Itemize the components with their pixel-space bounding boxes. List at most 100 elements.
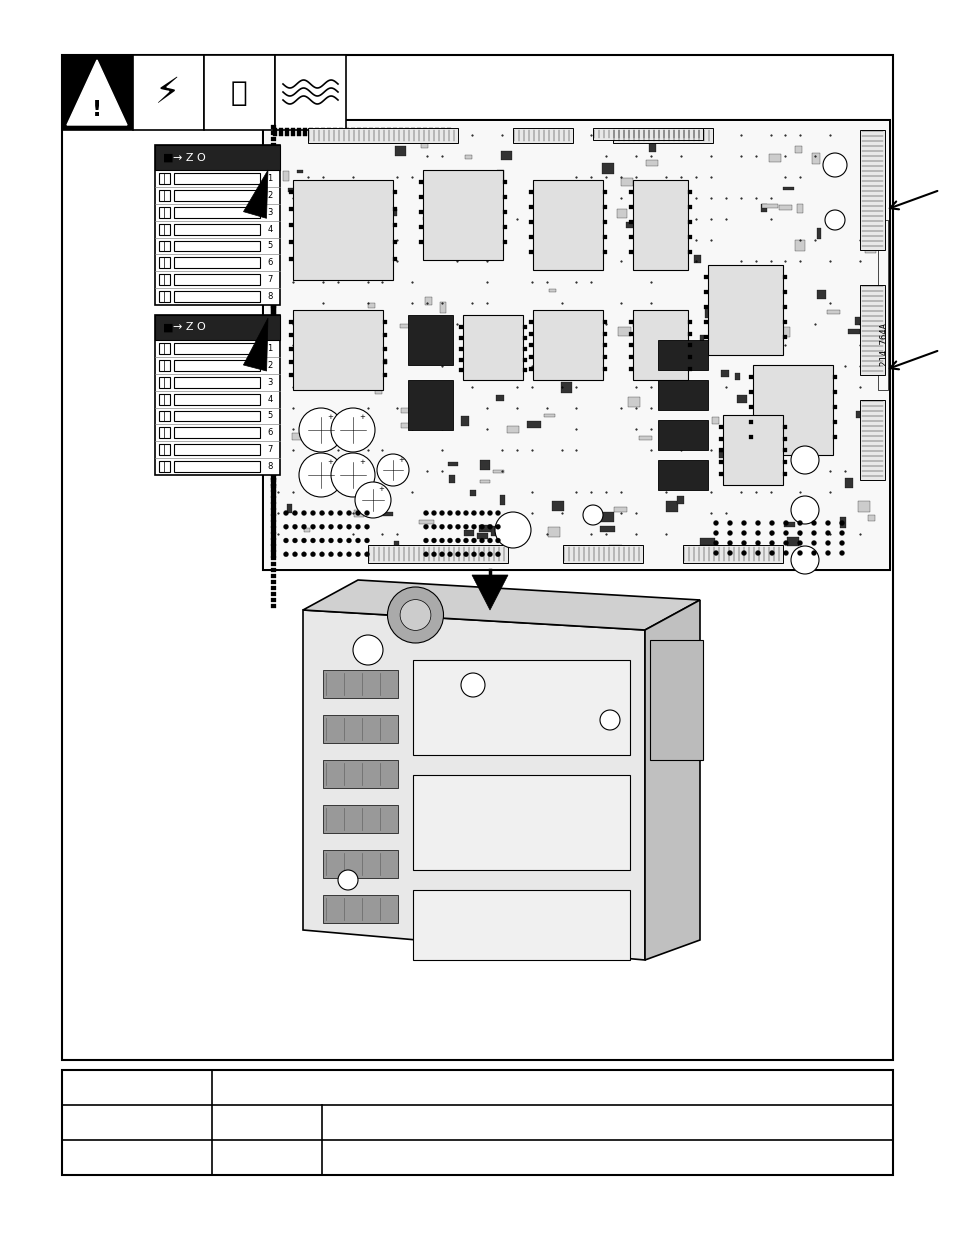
Circle shape (328, 524, 334, 530)
Polygon shape (67, 61, 127, 125)
Bar (271, 296, 275, 300)
Circle shape (455, 552, 460, 557)
Bar (502, 240, 506, 245)
Bar (493, 471, 504, 473)
Bar (734, 373, 739, 380)
Circle shape (479, 538, 484, 543)
Bar (832, 420, 836, 424)
Bar (617, 209, 626, 217)
Circle shape (337, 552, 342, 557)
Circle shape (293, 552, 297, 557)
Bar (323, 895, 397, 923)
Circle shape (824, 210, 844, 230)
Bar (393, 240, 396, 245)
Bar (633, 310, 687, 380)
Bar (271, 125, 275, 128)
Circle shape (727, 531, 732, 536)
Bar (771, 283, 779, 287)
Bar (687, 320, 691, 324)
Bar (408, 380, 453, 430)
Bar (271, 304, 275, 308)
Bar (271, 203, 275, 207)
Bar (682, 545, 782, 563)
Bar (271, 604, 275, 608)
Bar (271, 268, 275, 272)
Bar (529, 235, 533, 240)
Bar (730, 437, 736, 445)
Bar (619, 178, 632, 186)
Text: ■: ■ (163, 152, 173, 163)
Bar (271, 226, 275, 230)
Bar (628, 249, 633, 254)
Bar (760, 419, 764, 422)
Text: 214 764A: 214 764A (880, 324, 888, 367)
Circle shape (713, 541, 718, 546)
Circle shape (727, 551, 732, 556)
Text: +: + (359, 414, 365, 420)
Bar (497, 170, 503, 180)
Bar (529, 354, 533, 359)
Bar (173, 410, 260, 421)
Polygon shape (644, 600, 700, 960)
Bar (658, 340, 707, 370)
Bar (271, 442, 275, 446)
Bar (323, 715, 397, 743)
Bar (271, 406, 275, 410)
Bar (461, 416, 469, 426)
Bar (411, 128, 415, 136)
Bar (309, 128, 313, 136)
Bar (271, 149, 275, 153)
Bar (159, 257, 170, 268)
Bar (529, 249, 533, 254)
Bar (271, 256, 275, 261)
Bar (271, 290, 275, 294)
Bar (315, 338, 322, 345)
Bar (159, 291, 170, 303)
Bar (271, 390, 275, 394)
Bar (398, 128, 402, 136)
Circle shape (364, 552, 369, 557)
Bar (271, 585, 275, 590)
Bar (320, 128, 325, 136)
Bar (429, 128, 433, 136)
Circle shape (740, 541, 745, 546)
Bar (289, 206, 293, 211)
Circle shape (337, 510, 342, 515)
Bar (308, 128, 457, 143)
Bar (271, 448, 275, 452)
Circle shape (293, 510, 297, 515)
Text: +: + (327, 414, 334, 420)
Bar (718, 452, 726, 458)
Bar (761, 331, 776, 335)
Circle shape (355, 482, 391, 517)
Bar (529, 320, 533, 324)
Bar (602, 332, 606, 336)
Bar (159, 377, 170, 388)
Bar (271, 340, 275, 345)
Bar (429, 553, 442, 558)
Bar (782, 275, 786, 279)
Circle shape (495, 552, 500, 557)
Bar (271, 131, 275, 135)
Circle shape (495, 524, 500, 530)
Bar (271, 459, 275, 464)
Bar (271, 304, 275, 308)
Bar (271, 513, 275, 516)
Bar (658, 420, 707, 450)
Text: 🖐: 🖐 (231, 79, 247, 107)
Circle shape (310, 524, 315, 530)
Bar (271, 532, 275, 536)
Circle shape (839, 520, 843, 526)
Bar (656, 253, 664, 256)
Circle shape (423, 552, 428, 557)
Bar (628, 205, 633, 209)
Bar (271, 530, 275, 534)
Bar (291, 128, 294, 136)
Bar (271, 198, 275, 201)
Bar (271, 232, 275, 236)
Bar (408, 315, 453, 366)
Bar (271, 375, 275, 380)
Bar (289, 347, 293, 351)
Bar (271, 382, 275, 387)
Bar (271, 251, 275, 254)
